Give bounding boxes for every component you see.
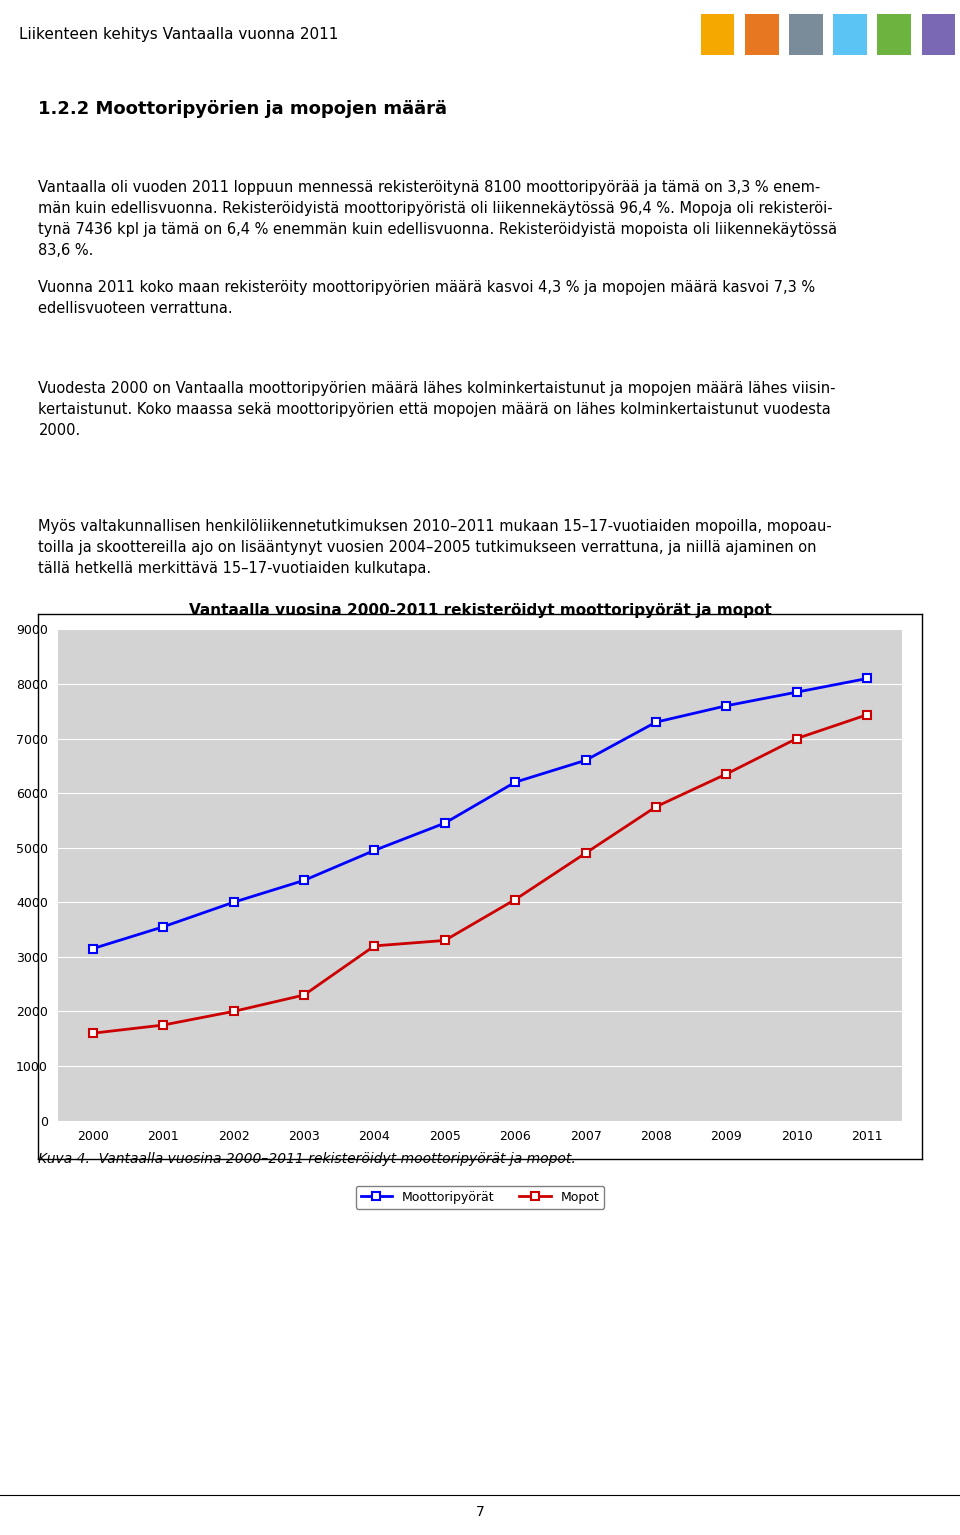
Mopot	[721, 764, 732, 783]
Title: Vantaalla vuosina 2000-2011 rekisteröidyt moottoripyörät ja mopot: Vantaalla vuosina 2000-2011 rekisteröidy…	[188, 603, 772, 619]
FancyBboxPatch shape	[877, 14, 911, 55]
FancyBboxPatch shape	[922, 14, 955, 55]
Mopot	[650, 798, 661, 817]
Text: 7: 7	[475, 1504, 485, 1520]
Text: Vantaalla oli vuoden 2011 loppuun mennessä rekisteröitynä 8100 moottoripyörää ja: Vantaalla oli vuoden 2011 loppuun mennes…	[38, 180, 837, 258]
Moottoripyörät	[791, 683, 803, 701]
Moottoripyörät	[650, 712, 661, 731]
Moottoripyörät	[510, 774, 521, 792]
Moottoripyörät	[299, 872, 310, 890]
Mopot	[580, 844, 591, 863]
Mopot	[157, 1016, 169, 1035]
Legend: Moottoripyörät, Mopot: Moottoripyörät, Mopot	[355, 1185, 605, 1208]
Line: Moottoripyörät: Moottoripyörät	[88, 674, 872, 953]
Text: Myös valtakunnallisen henkilöliikennetutkimuksen 2010–2011 mukaan 15–17-vuotiaid: Myös valtakunnallisen henkilöliikennetut…	[38, 519, 832, 576]
Mopot	[439, 932, 450, 950]
Text: Vuodesta 2000 on Vantaalla moottoripyörien määrä lähes kolminkertaistunut ja mop: Vuodesta 2000 on Vantaalla moottoripyöri…	[38, 381, 836, 437]
Mopot	[861, 706, 873, 725]
FancyBboxPatch shape	[745, 14, 779, 55]
Text: Liikenteen kehitys Vantaalla vuonna 2011: Liikenteen kehitys Vantaalla vuonna 2011	[19, 28, 339, 41]
Moottoripyörät	[580, 751, 591, 769]
Mopot	[299, 985, 310, 1004]
FancyBboxPatch shape	[701, 14, 734, 55]
Mopot	[228, 1002, 239, 1021]
Moottoripyörät	[228, 893, 239, 912]
Text: 1.2.2 Moottoripyörien ja mopojen määrä: 1.2.2 Moottoripyörien ja mopojen määrä	[38, 100, 447, 118]
Text: Kuva 4.  Vantaalla vuosina 2000–2011 rekisteröidyt moottoripyörät ja mopot.: Kuva 4. Vantaalla vuosina 2000–2011 reki…	[38, 1151, 576, 1167]
Mopot	[791, 729, 803, 748]
Mopot	[510, 890, 521, 909]
FancyBboxPatch shape	[789, 14, 823, 55]
Moottoripyörät	[439, 814, 450, 832]
Moottoripyörät	[87, 939, 99, 958]
Moottoripyörät	[369, 841, 380, 860]
Moottoripyörät	[861, 669, 873, 688]
Moottoripyörät	[157, 918, 169, 936]
FancyBboxPatch shape	[833, 14, 867, 55]
Moottoripyörät	[721, 697, 732, 715]
Line: Mopot: Mopot	[88, 711, 872, 1038]
Text: Vuonna 2011 koko maan rekisteröity moottoripyörien määrä kasvoi 4,3 % ja mopojen: Vuonna 2011 koko maan rekisteröity moott…	[38, 281, 816, 316]
Mopot	[369, 936, 380, 955]
Mopot	[87, 1024, 99, 1042]
